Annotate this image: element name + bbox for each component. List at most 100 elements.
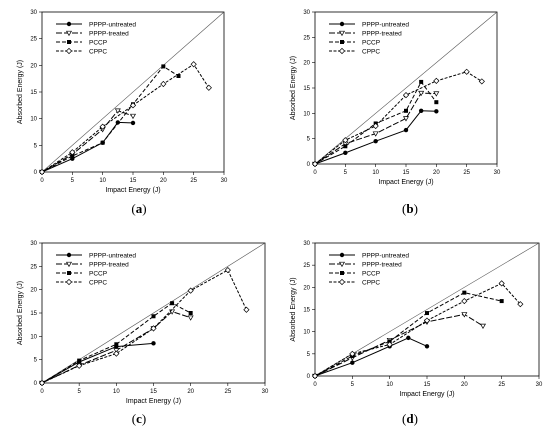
data-point — [424, 344, 430, 349]
y-tick-label: 30 — [303, 10, 310, 16]
data-point — [419, 79, 424, 84]
legend-label: PPPP-treated — [89, 30, 129, 37]
y-tick-label: 30 — [30, 10, 37, 16]
data-point — [433, 91, 440, 97]
legend: PPPP-untreated PPPP-treated PCCP CPPC — [56, 21, 136, 55]
data-point — [151, 314, 156, 319]
data-point — [373, 139, 378, 144]
data-point — [434, 100, 439, 105]
y-tick-label: 15 — [30, 90, 37, 96]
data-point — [100, 140, 105, 145]
y-tick-label: 20 — [30, 63, 37, 69]
y-tick-label: 15 — [303, 86, 310, 92]
x-tick-label: 5 — [77, 389, 81, 395]
x-tick-label: 10 — [99, 178, 106, 184]
y-tick-label: 0 — [34, 170, 38, 176]
legend-label: CPPC — [362, 279, 380, 286]
series-pccp — [313, 290, 504, 378]
legend-marker — [339, 21, 345, 27]
data-point — [69, 149, 76, 156]
data-point — [463, 68, 470, 75]
data-point — [418, 108, 424, 114]
x-tick-label: 20 — [433, 170, 440, 176]
chart-panel-d: 0 5 10 15 20 25 30 0 5 10 15 20 25 30 Impact Energy (J… — [290, 241, 543, 426]
y-tick-label: 20 — [303, 61, 310, 67]
legend-marker — [65, 30, 73, 37]
data-point — [150, 325, 157, 332]
x-tick-label: 10 — [386, 382, 393, 388]
series-pccp — [40, 64, 181, 174]
y-axis-title: Absorbed Energy (J) — [290, 56, 297, 120]
data-point — [461, 312, 468, 318]
y-axis-title: Absorbed Energy (J) — [17, 281, 24, 345]
x-tick-label: 5 — [71, 178, 75, 184]
series-line — [314, 92, 437, 165]
data-point — [499, 299, 504, 304]
y-axis-title: Absorbed Energy (J) — [17, 60, 24, 124]
legend-marker — [67, 40, 71, 44]
y-tick-label: 10 — [30, 117, 37, 123]
legend-label: PCCP — [362, 270, 380, 277]
data-point — [461, 297, 468, 305]
legend-marker — [340, 40, 344, 44]
x-tick-label: 30 — [262, 389, 269, 395]
data-point — [425, 311, 429, 316]
data-point — [243, 306, 250, 313]
x-tick-label: 10 — [113, 389, 120, 395]
data-point — [433, 77, 440, 85]
series-cppc — [38, 61, 212, 176]
data-point — [403, 127, 409, 133]
x-tick-label: 30 — [536, 382, 543, 388]
data-point — [434, 109, 439, 114]
panel-caption: (d) — [402, 411, 418, 426]
legend-label: PCCP — [362, 39, 380, 46]
data-point — [387, 339, 392, 344]
legend-label: CPPC — [89, 48, 107, 55]
data-point — [187, 287, 194, 294]
data-point — [402, 116, 410, 122]
x-tick-label: 30 — [494, 170, 501, 176]
y-tick-label: 20 — [303, 285, 310, 291]
legend: PPPP-untreated PPPP-treated PCCP CPPC — [329, 252, 409, 286]
y-tick-label: 5 — [34, 143, 38, 149]
series-line — [314, 282, 521, 377]
y-tick-label: 15 — [303, 308, 310, 314]
y-tick-label: 10 — [303, 330, 310, 336]
x-tick-label: 0 — [313, 382, 317, 388]
y-tick-label: 0 — [34, 381, 38, 387]
legend-marker — [65, 261, 73, 268]
series-pppp-untreated — [312, 335, 430, 379]
legend-label: PPPP-treated — [362, 30, 402, 37]
data-point — [462, 290, 467, 295]
x-axis-title: Impact Energy (J) — [105, 187, 160, 194]
data-point — [170, 301, 175, 306]
x-tick-label: 20 — [160, 178, 167, 184]
data-point — [129, 113, 137, 120]
x-tick-label: 25 — [190, 178, 197, 184]
legend-label: PPPP-untreated — [362, 21, 409, 28]
reference-diagonal-line — [314, 242, 540, 377]
legend-label: CPPC — [362, 48, 380, 55]
data-point — [70, 154, 75, 158]
y-tick-label: 5 — [307, 352, 311, 358]
panel-caption: (b) — [402, 201, 418, 216]
data-point — [402, 91, 410, 99]
data-point — [76, 362, 83, 369]
legend-label: CPPC — [89, 279, 107, 286]
data-point — [342, 137, 349, 144]
y-tick-label: 5 — [307, 137, 311, 143]
legend-label: PCCP — [89, 270, 107, 277]
data-point — [161, 64, 166, 69]
y-tick-label: 25 — [30, 37, 37, 43]
x-tick-label: 0 — [40, 389, 44, 395]
y-tick-label: 30 — [303, 241, 310, 247]
data-point — [176, 74, 181, 78]
data-point — [224, 266, 231, 274]
x-axis-title: Impact Energy (J) — [399, 391, 454, 398]
data-point — [386, 341, 393, 348]
data-point — [129, 102, 137, 109]
y-tick-label: 25 — [30, 264, 37, 270]
y-axis-title: Absorbed Energy (J) — [290, 277, 297, 341]
data-point — [114, 108, 121, 114]
